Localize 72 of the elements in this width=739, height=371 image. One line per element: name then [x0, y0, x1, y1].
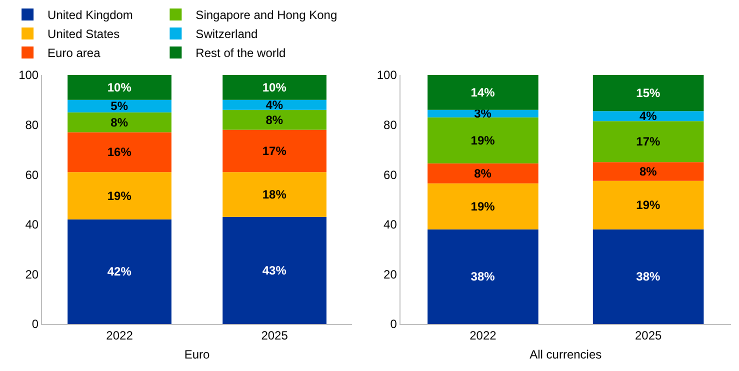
bar	[68, 172, 172, 220]
bar	[222, 100, 326, 110]
data-label: 3%	[474, 106, 492, 121]
bar	[222, 172, 326, 217]
data-label: 19%	[107, 188, 132, 203]
bar	[592, 75, 704, 112]
data-label: 4%	[266, 98, 284, 112]
data-label: 17%	[636, 134, 660, 149]
bar	[68, 219, 172, 324]
x-tick-label: 2025	[261, 328, 288, 342]
legend-label: United States	[48, 27, 120, 42]
data-label: 18%	[262, 188, 287, 202]
bar	[428, 75, 538, 110]
data-label: 19%	[636, 198, 660, 212]
y-tick-label: 60	[384, 168, 398, 182]
y-tick-label: 20	[25, 267, 39, 282]
y-tick-label: 80	[384, 118, 398, 132]
bar	[68, 132, 172, 172]
bar	[592, 111, 704, 122]
y-tick-label: 80	[25, 118, 39, 132]
bar	[592, 180, 704, 230]
bar	[428, 183, 538, 230]
bar	[222, 75, 326, 100]
y-tick-label: 60	[25, 168, 39, 182]
data-label: 8%	[639, 164, 658, 178]
bar	[592, 121, 704, 162]
data-label: 14%	[470, 85, 496, 100]
data-label: 10%	[107, 80, 132, 94]
data-label: 4%	[639, 109, 658, 124]
y-tick-label: 40	[25, 218, 39, 232]
data-label: 43%	[262, 263, 287, 278]
y-tick-label: 100	[376, 68, 398, 82]
bar	[428, 117, 538, 164]
data-label: 38%	[636, 270, 660, 284]
y-tick-label: 0	[390, 317, 398, 332]
data-label: 38%	[470, 270, 496, 284]
data-label: 8%	[110, 115, 128, 130]
bar	[222, 216, 326, 324]
legend-label: Singapore and Hong Kong	[196, 8, 338, 22]
legend-label: United Kingdom	[48, 8, 133, 22]
data-label: 42%	[107, 264, 132, 279]
bar	[68, 112, 172, 132]
data-label: 17%	[262, 144, 287, 158]
legend-label: Rest of the world	[196, 46, 286, 60]
x-axis-title: Euro	[184, 347, 210, 362]
y-tick-label: 100	[18, 68, 39, 82]
bar	[592, 162, 704, 181]
data-label: 19%	[470, 133, 496, 148]
y-tick-label: 0	[32, 317, 39, 332]
data-label: 5%	[110, 99, 128, 114]
data-label: 8%	[266, 112, 284, 127]
legend-label: Euro area	[48, 46, 101, 60]
x-tick-label: 2022	[106, 328, 134, 342]
bar	[222, 110, 326, 130]
x-tick-label: 2022	[470, 328, 497, 342]
bar	[68, 75, 172, 100]
data-label: 10%	[262, 80, 287, 94]
y-tick-label: 40	[384, 218, 398, 232]
bar	[428, 229, 538, 324]
data-label: 16%	[107, 145, 132, 160]
bar	[68, 100, 172, 112]
bar	[428, 110, 538, 118]
y-tick-label: 20	[384, 267, 398, 282]
data-label: 15%	[636, 86, 660, 100]
legend-label: Switzerland	[196, 27, 258, 42]
data-label: 19%	[470, 199, 496, 214]
x-tick-label: 2025	[634, 328, 662, 342]
data-label: 8%	[474, 166, 492, 180]
bar	[592, 229, 704, 324]
x-axis-title: All currencies	[530, 347, 602, 362]
bar	[222, 130, 326, 172]
bar	[428, 163, 538, 184]
